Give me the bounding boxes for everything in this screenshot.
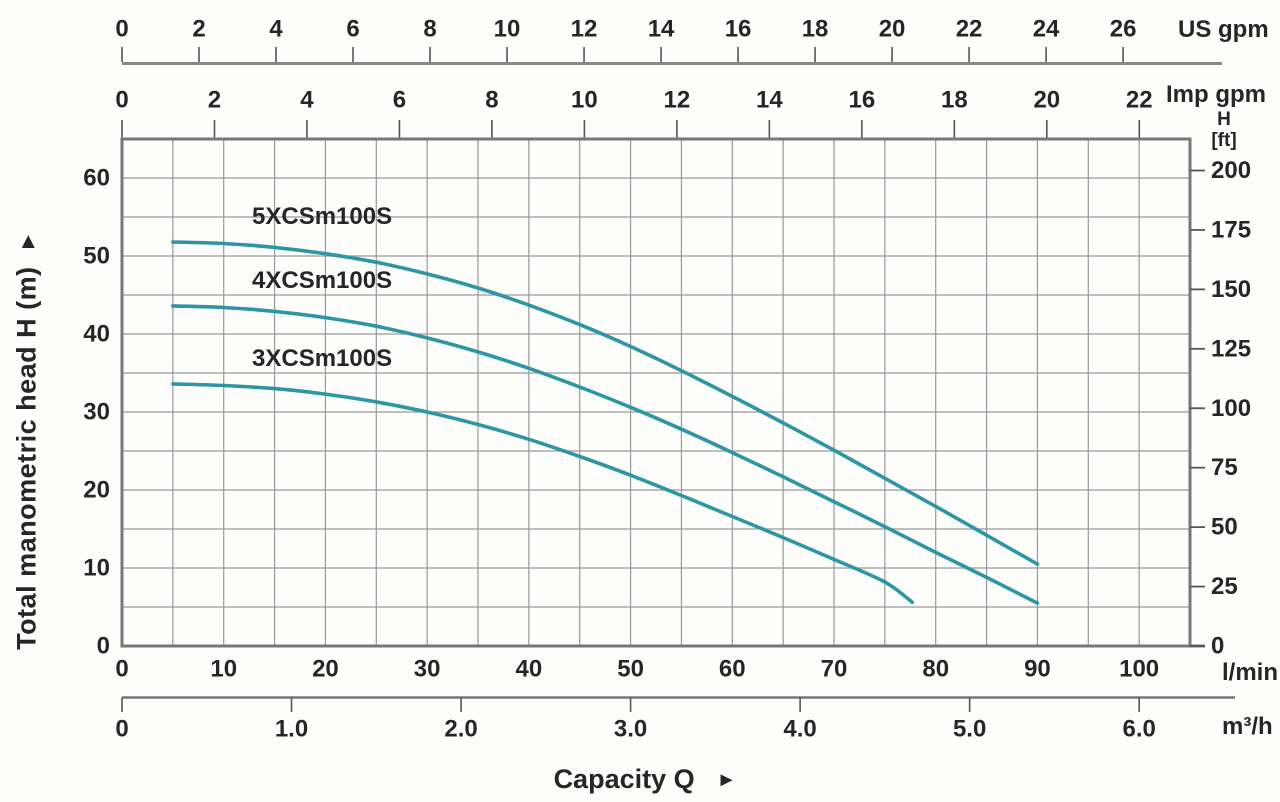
tick-label-imp-gpm: 0 [115,87,128,114]
tick-label-imp-gpm: 18 [941,87,968,114]
tick-label-us-gpm: 2 [192,16,205,43]
curve-5xcsm100s [171,240,1040,566]
tick-label-us-gpm: 26 [1110,16,1137,43]
tick-label-lmin: 70 [821,656,848,683]
tick-label-head-m: 20 [83,477,110,504]
tick-label-head-m: 30 [83,399,110,426]
tick-label-lmin: 50 [617,656,644,683]
curve-4xcsm100s [171,304,1040,605]
tick-label-imp-gpm: 10 [571,87,598,114]
tick-label-us-gpm: 0 [115,16,128,43]
tick-label-us-gpm: 24 [1033,16,1060,43]
tick-label-imp-gpm: 4 [300,87,314,114]
up-arrow-icon: ▲ [17,228,40,254]
tick-label-m3h: 3.0 [614,716,647,743]
tick-label-lmin: 0 [115,656,128,683]
curve-3xcsm100s [171,382,915,605]
tick-label-head-ft: 50 [1211,514,1238,541]
tick-label-head-m: 0 [97,633,110,660]
x-axis-title: Capacity Q ► [500,764,790,795]
unit-lmin: l/min [1222,659,1279,686]
tick-label-lmin: 20 [312,656,339,683]
tick-label-imp-gpm: 8 [485,87,498,114]
unit-h: H [1217,109,1231,130]
tick-label-head-ft: 150 [1211,276,1251,303]
tick-label-us-gpm: 6 [346,16,359,43]
x-axis-title-text: Capacity Q [553,764,695,794]
tick-label-imp-gpm: 16 [848,87,875,114]
tick-label-lmin: 100 [1119,656,1159,683]
tick-label-us-gpm: 20 [879,16,906,43]
tick-label-lmin: 10 [210,656,237,683]
tick-label-m3h: 5.0 [953,716,986,743]
tick-label-head-ft: 75 [1211,454,1238,481]
tick-label-us-gpm: 10 [494,16,521,43]
tick-label-head-m: 40 [83,321,110,348]
tick-label-us-gpm: 22 [956,16,983,43]
tick-label-head-ft: 0 [1211,633,1224,660]
tick-label-m3h: 0 [115,716,128,743]
tick-label-us-gpm: 12 [571,16,598,43]
tick-label-lmin: 60 [719,656,746,683]
tick-label-us-gpm: 16 [725,16,752,43]
curve-label-4xcsm100s: 4XCSm100S [252,267,392,294]
unit-us-gpm: US gpm [1178,16,1269,43]
tick-label-head-ft: 175 [1211,216,1251,243]
tick-label-head-ft: 25 [1211,573,1238,600]
tick-label-imp-gpm: 22 [1126,87,1153,114]
plot-border [120,137,1192,648]
tick-label-us-gpm: 8 [423,16,436,43]
unit-m3h: m³/h [1222,713,1273,740]
unit-ft: [ft] [1211,130,1237,151]
tick-label-m3h: 1.0 [275,716,308,743]
tick-label-imp-gpm: 6 [393,87,406,114]
unit-h-ft: H [ft] [1202,109,1246,151]
tick-label-head-m: 10 [83,555,110,582]
curve-label-5xcsm100s: 5XCSm100S [252,203,392,230]
tick-label-lmin: 90 [1024,656,1051,683]
tick-label-lmin: 80 [922,656,949,683]
tick-label-lmin: 30 [414,656,441,683]
tick-label-m3h: 4.0 [783,716,816,743]
tick-label-imp-gpm: 2 [208,87,221,114]
tick-label-us-gpm: 14 [648,16,675,43]
y-axis-title: Total manometric head H (m) ▲ [11,228,43,650]
tick-label-imp-gpm: 12 [664,87,691,114]
tick-label-us-gpm: 4 [269,16,283,43]
right-arrow-icon: ► [716,769,737,791]
unit-imp-gpm: Imp gpm [1166,81,1266,108]
curve-label-3xcsm100s: 3XCSm100S [252,345,392,372]
tick-label-head-m: 60 [83,165,110,192]
tick-label-imp-gpm: 20 [1033,87,1060,114]
tick-label-head-ft: 125 [1211,335,1251,362]
tick-label-us-gpm: 18 [802,16,829,43]
tick-label-m3h: 2.0 [444,716,477,743]
tick-label-head-m: 50 [83,243,110,270]
tick-label-head-ft: 200 [1211,157,1251,184]
y-axis-title-text: Total manometric head H (m) [11,266,42,650]
tick-label-head-ft: 100 [1211,395,1251,422]
tick-label-m3h: 6.0 [1122,716,1155,743]
tick-label-imp-gpm: 14 [756,87,783,114]
tick-label-lmin: 40 [516,656,543,683]
